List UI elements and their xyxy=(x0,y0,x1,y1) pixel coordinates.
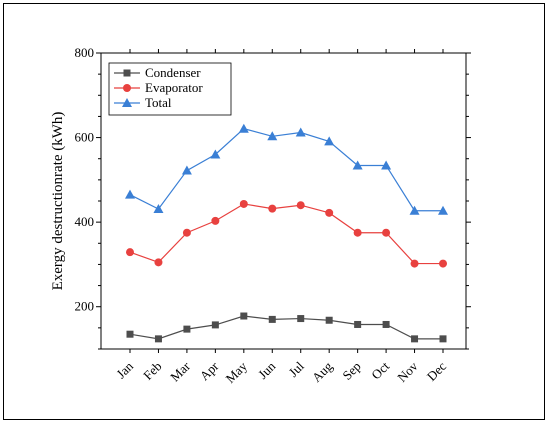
evaporator-point xyxy=(410,259,419,268)
x-tick-label: Aug xyxy=(309,358,336,385)
condenser-point xyxy=(297,315,305,323)
legend-total-label: Total xyxy=(145,95,172,110)
x-tick-label: Jun xyxy=(255,358,279,382)
evaporator-point xyxy=(211,216,220,225)
y-axis: 200 400 600 800 xyxy=(75,45,471,350)
total-point xyxy=(181,165,192,175)
series-layer xyxy=(125,123,448,343)
legend-evaporator-label: Evaporator xyxy=(145,80,203,95)
total-point xyxy=(125,189,135,199)
condenser-point xyxy=(126,330,134,338)
figure-frame xyxy=(3,3,545,420)
condenser-point xyxy=(411,335,419,343)
condenser-point xyxy=(211,321,219,329)
evaporator-point xyxy=(182,228,191,237)
x-tick-label: Mar xyxy=(167,358,193,384)
total-point xyxy=(409,205,420,215)
evaporator-point xyxy=(382,228,391,237)
total-point xyxy=(381,160,392,170)
x-tick-label: Feb xyxy=(140,359,164,383)
total-point xyxy=(153,204,164,214)
evaporator-point xyxy=(439,259,447,268)
total-point xyxy=(352,160,363,170)
total-point xyxy=(238,123,249,133)
series-total xyxy=(125,123,448,215)
condenser-point xyxy=(154,335,162,343)
legend-condenser-marker xyxy=(123,69,131,77)
evaporator-point xyxy=(325,208,334,217)
total-point xyxy=(295,127,306,137)
condenser-point xyxy=(354,320,362,328)
condenser-point xyxy=(183,325,191,333)
x-tick-label: Oct xyxy=(368,358,392,382)
series-evaporator xyxy=(126,199,447,268)
evaporator-point xyxy=(126,248,134,257)
condenser-line xyxy=(129,315,443,340)
y-tick-label: 400 xyxy=(75,214,95,229)
x-tick-label: May xyxy=(222,358,250,386)
condenser-point xyxy=(325,316,333,324)
x-tick-label: Jul xyxy=(286,358,308,380)
legend-condenser-label: Condenser xyxy=(145,65,201,80)
evaporator-point xyxy=(268,204,277,213)
legend-total-marker xyxy=(122,98,132,107)
total-line xyxy=(129,128,443,212)
x-tick-label: Jan xyxy=(113,358,136,381)
total-point xyxy=(267,131,278,141)
evaporator-point xyxy=(239,199,248,208)
legend-evaporator-marker xyxy=(123,84,131,92)
total-point xyxy=(210,149,221,159)
y-axis-label: Exergy destructionrate (kWh) xyxy=(50,112,66,291)
condenser-point xyxy=(439,335,447,343)
condenser-point xyxy=(240,312,248,320)
evaporator-point xyxy=(154,258,163,267)
condenser-point xyxy=(268,315,276,323)
x-tick-label: Dec xyxy=(424,358,450,384)
y-tick-label: 200 xyxy=(75,299,95,314)
total-point xyxy=(438,205,448,215)
series-condenser xyxy=(126,312,447,343)
y-tick-label: 600 xyxy=(75,130,95,145)
x-tick-label: Nov xyxy=(394,358,421,385)
evaporator-point xyxy=(353,228,362,237)
x-tick-label: Sep xyxy=(339,359,363,383)
y-tick-label: 800 xyxy=(75,45,95,60)
total-point xyxy=(324,136,335,146)
condenser-point xyxy=(382,320,390,328)
evaporator-line xyxy=(129,203,443,265)
evaporator-point xyxy=(296,201,305,210)
x-tick-label: Apr xyxy=(197,358,222,383)
